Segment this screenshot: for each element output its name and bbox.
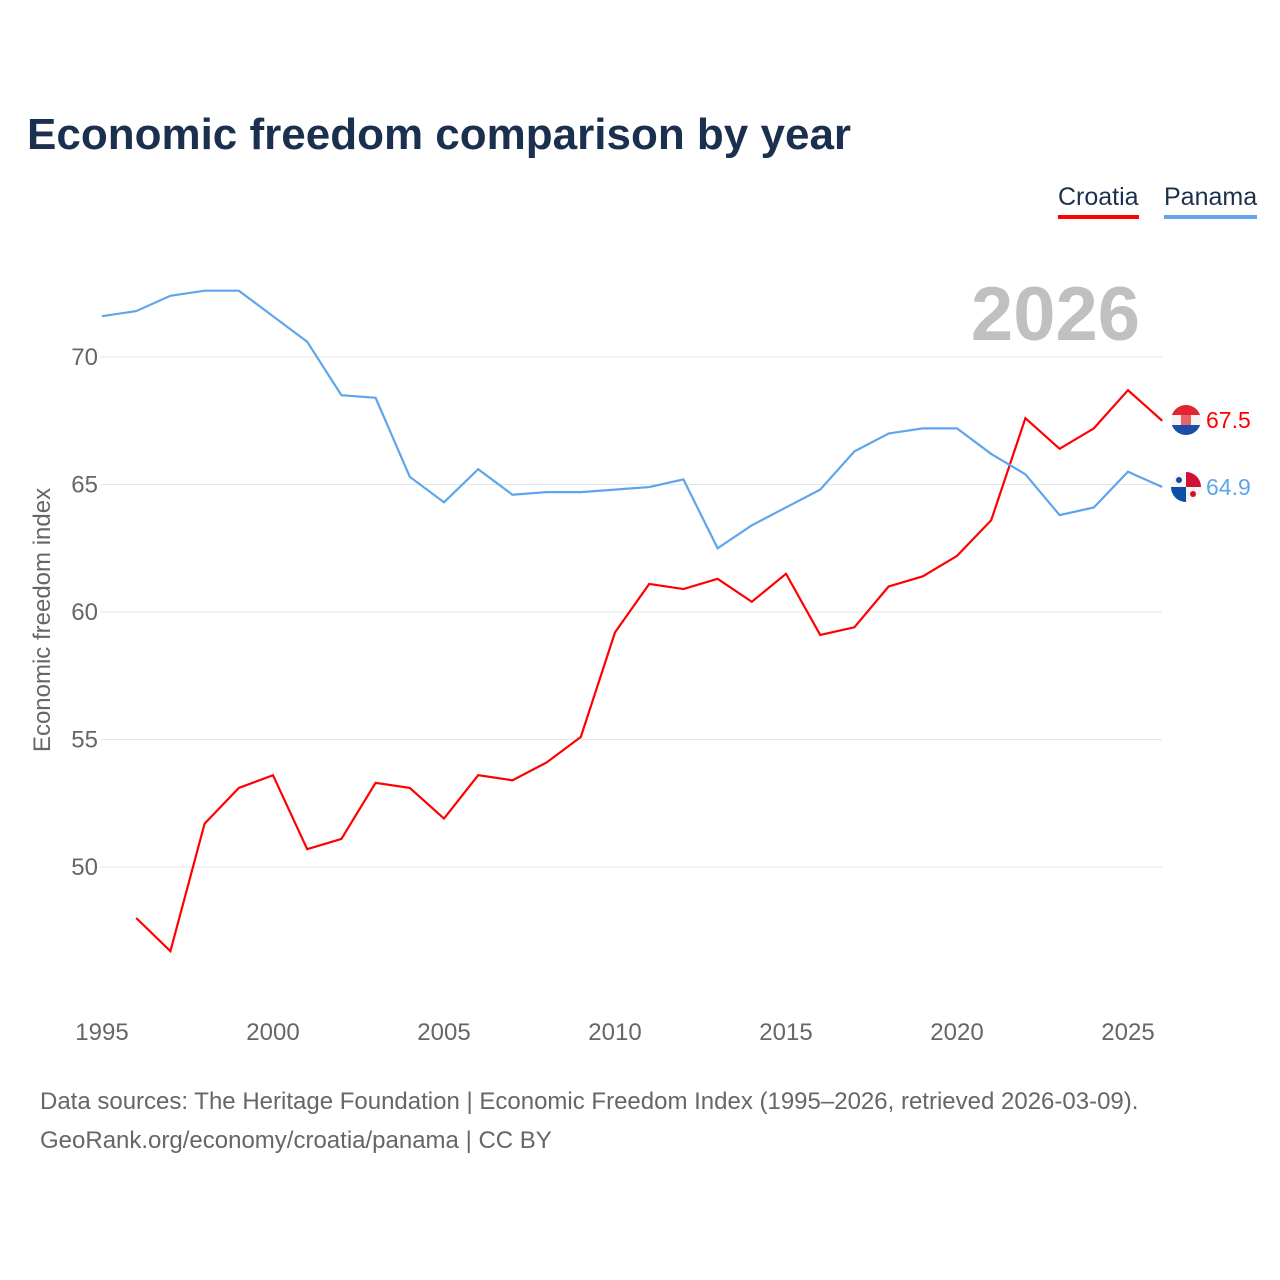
x-tick-label: 2000	[246, 1019, 299, 1046]
y-tick-label: 55	[71, 727, 98, 754]
data-source-text: Data sources: The Heritage Foundation | …	[40, 1088, 1139, 1115]
series-line-croatia	[135, 388, 1163, 954]
y-tick-label: 60	[71, 599, 98, 626]
x-tick-label: 2005	[417, 1019, 470, 1046]
y-tick-label: 70	[71, 344, 98, 371]
panama-flag-icon	[1171, 472, 1201, 502]
series-line-panama	[101, 289, 1163, 550]
y-tick-label: 65	[71, 472, 98, 499]
chart-title: Economic freedom comparison by year	[27, 110, 852, 159]
legend-panama[interactable]: Panama	[1164, 183, 1258, 219]
croatia-flag-icon	[1171, 405, 1201, 435]
y-axis-label: Economic freedom index	[29, 488, 56, 752]
legend-croatia[interactable]: Croatia	[1058, 183, 1139, 219]
x-tick-label: 2015	[759, 1019, 812, 1046]
x-tick-label: 2010	[588, 1019, 641, 1046]
attribution-link[interactable]: GeoRank.org/economy/croatia/panama | CC …	[40, 1127, 552, 1154]
x-tick-label: 1995	[75, 1019, 128, 1046]
croatia-end-label: 67.5	[1206, 407, 1251, 433]
panama-end-label: 64.9	[1206, 474, 1251, 500]
year-watermark: 2026	[971, 272, 1140, 357]
y-tick-label: 50	[71, 854, 98, 881]
x-tick-label: 2020	[930, 1019, 983, 1046]
x-tick-label: 2025	[1101, 1019, 1154, 1046]
